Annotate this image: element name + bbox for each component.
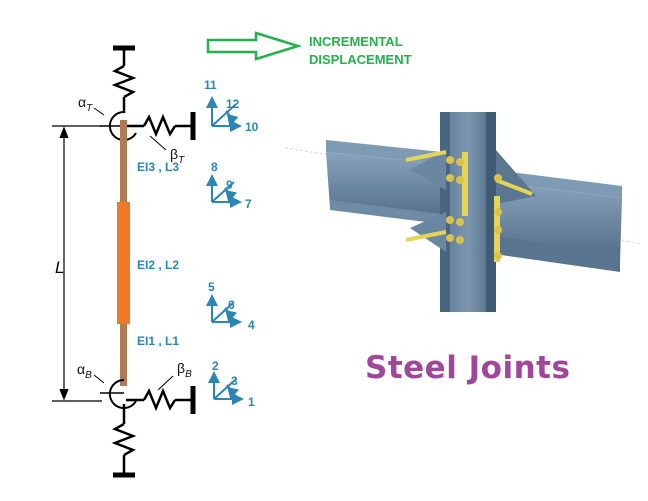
- top-vertical-spring: [111, 45, 137, 113]
- length-dimension: [52, 125, 102, 402]
- steel-joint-illustration: [284, 112, 641, 312]
- beta-top-label: βT: [170, 146, 185, 166]
- dof-label-rotation-lower: 6: [228, 298, 235, 312]
- column-segment-1: [120, 324, 127, 386]
- dof-label-horizontal-top: 10: [245, 120, 259, 134]
- beta-top-leader: [149, 135, 167, 151]
- alpha-bottom-leader: [93, 374, 105, 384]
- beta-bottom-label: βB: [177, 360, 192, 380]
- dof-label-vertical-bottom: 2: [212, 359, 219, 373]
- segment-label-2: EI2 , L2: [137, 258, 179, 272]
- dof-group-upper: [206, 174, 242, 208]
- top-horizontal-spring: [126, 112, 196, 140]
- dof-label-rotation-top: 12: [226, 97, 240, 111]
- bottom-rotational-spring: [100, 378, 137, 409]
- dof-label-vertical-lower: 5: [208, 280, 215, 294]
- alpha-bottom-label: αB: [77, 361, 92, 381]
- beta-bottom-leader: [157, 375, 174, 391]
- dof-group-bottom: [208, 371, 244, 405]
- annotation-line1: INCREMENTAL: [309, 34, 403, 49]
- dof-label-rotation-bottom: 3: [231, 374, 238, 388]
- dof-label-horizontal-upper: 7: [245, 197, 252, 211]
- annotation-line2: DISPLACEMENT: [309, 52, 412, 67]
- dof-label-vertical-top: 11: [204, 78, 217, 92]
- incremental-displacement-arrow: [206, 31, 303, 61]
- dof-label-horizontal-bottom: 1: [248, 395, 255, 409]
- bottom-horizontal-spring: [126, 386, 196, 414]
- alpha-top-leader: [93, 107, 105, 116]
- dof-label-rotation-upper: 9: [226, 178, 233, 192]
- bottom-vertical-spring: [111, 404, 137, 478]
- segment-label-3: EI3 , L3: [137, 160, 179, 174]
- segment-label-1: EI1 , L1: [137, 334, 179, 348]
- dof-group-top: [206, 96, 242, 132]
- caption-steel-joints: Steel Joints: [365, 350, 571, 386]
- length-label: L: [55, 258, 64, 277]
- dof-group-lower: [206, 294, 242, 328]
- column-segment-3: [120, 120, 127, 202]
- column-segment-2: [117, 202, 130, 324]
- dof-label-vertical-upper: 8: [211, 160, 218, 174]
- alpha-top-label: αT: [78, 94, 93, 114]
- dof-label-horizontal-lower: 4: [248, 318, 255, 332]
